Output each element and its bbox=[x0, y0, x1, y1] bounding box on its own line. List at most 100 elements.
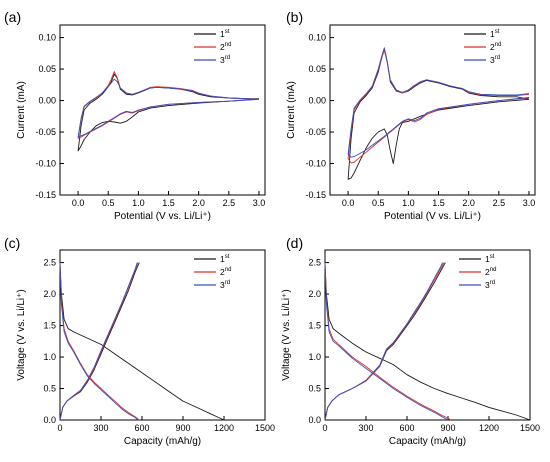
series-line-3rd-charge bbox=[324, 262, 443, 421]
y-tick-label: 1.0 bbox=[43, 352, 56, 362]
series-line-1st-discharge bbox=[324, 262, 531, 421]
y-tick-label: -0.15 bbox=[35, 190, 56, 200]
legend-superscript: rd bbox=[225, 55, 230, 61]
legend-entry: 3rd bbox=[485, 280, 495, 290]
y-tick-label: 0.5 bbox=[43, 384, 56, 394]
legend-entry: 3rd bbox=[220, 55, 230, 65]
plot-frame bbox=[324, 249, 531, 421]
x-tick-label: 1200 bbox=[479, 423, 499, 433]
panel-letter: (a) bbox=[4, 9, 21, 25]
x-tick-label: 3.0 bbox=[253, 198, 266, 208]
y-tick-label: 1.0 bbox=[308, 352, 321, 362]
panel-letter: (c) bbox=[4, 235, 20, 251]
x-tick-label: 1.0 bbox=[132, 198, 145, 208]
y-tick-label: 0.0 bbox=[43, 415, 56, 425]
y-axis-title: Voltage (V vs. Li/Li⁺) bbox=[281, 289, 292, 380]
y-tick-label: -0.15 bbox=[305, 190, 326, 200]
series-line-1st-discharge bbox=[59, 262, 225, 421]
chart-panel-a: 0.0 0.5 1.0 1.5 2.0 2.5 3.0 -0.15 -0.10 -0.05 0.00… bbox=[4, 9, 266, 222]
series-line-3rd bbox=[347, 47, 530, 158]
plot-frame bbox=[329, 24, 536, 196]
legend-superscript: nd bbox=[225, 42, 232, 48]
legend-superscript: st bbox=[495, 29, 500, 35]
series-line-2nd-charge bbox=[324, 262, 445, 421]
y-tick-label: 1.5 bbox=[308, 321, 321, 331]
y-tick-label: -0.10 bbox=[305, 159, 326, 169]
y-tick-label: 0.05 bbox=[308, 64, 326, 74]
series-line-3rd-discharge bbox=[324, 262, 449, 421]
legend-superscript: nd bbox=[490, 267, 497, 273]
x-tick-label: 600 bbox=[399, 423, 414, 433]
legend-entry: 2nd bbox=[220, 42, 231, 52]
x-tick-label: 1.5 bbox=[432, 198, 445, 208]
x-tick-label: 2.0 bbox=[192, 198, 205, 208]
x-tick-label: 900 bbox=[440, 423, 455, 433]
x-tick-label: 3.0 bbox=[523, 198, 536, 208]
x-axis-title: Potential (V vs. Li/Li⁺) bbox=[114, 211, 211, 222]
series-line-3rd-discharge bbox=[59, 262, 139, 421]
y-axis-title: Voltage (V vs. Li/Li⁺) bbox=[16, 289, 27, 380]
x-tick-label: 0 bbox=[322, 423, 327, 433]
legend-number: 2 bbox=[490, 42, 495, 52]
legend-entry: 2nd bbox=[485, 267, 496, 277]
series-line-2nd bbox=[77, 71, 260, 139]
x-tick-label: 2.5 bbox=[223, 198, 236, 208]
legend-number: 2 bbox=[220, 42, 225, 52]
x-tick-label: 900 bbox=[175, 423, 190, 433]
x-tick-label: 0 bbox=[57, 423, 62, 433]
y-tick-label: -0.05 bbox=[305, 127, 326, 137]
series-line-2nd-charge bbox=[59, 262, 139, 421]
x-tick-label: 1.5 bbox=[162, 198, 175, 208]
panel-letter: (b) bbox=[286, 9, 303, 25]
x-axis-title: Capacity (mAh/g) bbox=[389, 436, 466, 447]
legend-entry: 1st bbox=[490, 29, 500, 39]
chart-panel-d: 0 300 600 900 1200 1500 0.0 0.5 1.0 1.5 2.0 2.5 Capa… bbox=[281, 235, 540, 447]
x-tick-label: 2.5 bbox=[493, 198, 506, 208]
y-tick-label: 2.5 bbox=[308, 258, 321, 268]
legend-superscript: nd bbox=[495, 42, 502, 48]
legend-superscript: st bbox=[490, 254, 495, 260]
legend-entry: 1st bbox=[485, 254, 495, 264]
series-line-1st-charge bbox=[324, 262, 446, 421]
y-tick-label: 0.10 bbox=[308, 33, 326, 43]
legend-number: 3 bbox=[490, 55, 495, 65]
chart-panel-c: 0 300 600 900 1200 1500 0.0 0.5 1.0 1.5 2.0 2.5 Capa… bbox=[4, 235, 275, 447]
x-tick-label: 0.5 bbox=[102, 198, 115, 208]
legend-superscript: nd bbox=[225, 267, 232, 273]
y-axis-title: Current (mA) bbox=[286, 81, 297, 139]
legend-superscript: rd bbox=[225, 280, 230, 286]
y-tick-label: 0.10 bbox=[38, 33, 56, 43]
legend-entry: 2nd bbox=[220, 267, 231, 277]
x-tick-label: 1200 bbox=[214, 423, 234, 433]
series-line-1st bbox=[77, 73, 260, 152]
legend-number: 3 bbox=[220, 280, 225, 290]
y-tick-label: 2.0 bbox=[43, 289, 56, 299]
x-tick-label: 2.0 bbox=[462, 198, 475, 208]
legend-entry: 2nd bbox=[490, 42, 501, 52]
chart-panel-b: 0.0 0.5 1.0 1.5 2.0 2.5 3.0 -0.15 -0.10 -0.05 0.00… bbox=[286, 9, 536, 222]
y-tick-label: 2.0 bbox=[308, 289, 321, 299]
legend-entry: 1st bbox=[220, 254, 230, 264]
x-axis-title: Capacity (mAh/g) bbox=[124, 436, 201, 447]
x-tick-label: 0.0 bbox=[72, 198, 85, 208]
x-tick-label: 0.0 bbox=[342, 198, 355, 208]
plot-frame bbox=[59, 249, 266, 421]
legend-number: 3 bbox=[220, 55, 225, 65]
x-tick-label: 300 bbox=[358, 423, 373, 433]
legend-number: 2 bbox=[485, 267, 490, 277]
y-tick-label: 2.5 bbox=[43, 258, 56, 268]
legend-superscript: rd bbox=[495, 55, 500, 61]
x-tick-label: 1500 bbox=[520, 423, 540, 433]
plot-frame bbox=[59, 24, 266, 196]
x-tick-label: 0.5 bbox=[372, 198, 385, 208]
legend-number: 3 bbox=[485, 280, 490, 290]
legend-superscript: st bbox=[225, 254, 230, 260]
legend-entry: 3rd bbox=[490, 55, 500, 65]
series-line-3rd bbox=[77, 78, 260, 138]
y-tick-label: -0.10 bbox=[35, 159, 56, 169]
legend-superscript: st bbox=[225, 29, 230, 35]
series-line-1st bbox=[347, 48, 530, 180]
y-tick-label: 1.5 bbox=[43, 321, 56, 331]
y-tick-label: 0.00 bbox=[38, 96, 56, 106]
